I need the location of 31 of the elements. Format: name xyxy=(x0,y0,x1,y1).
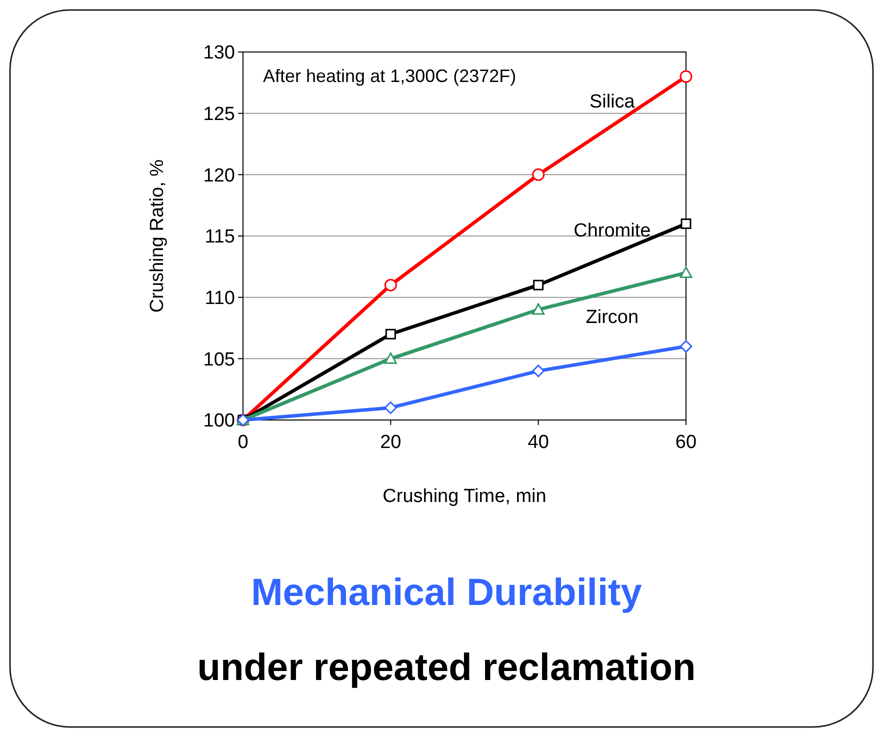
point xyxy=(533,280,544,290)
text: Mechanical Durability xyxy=(251,572,642,614)
x-axis-title: Crushing Time, min xyxy=(382,486,546,507)
y-tick-label: 120 xyxy=(203,165,235,186)
x-tick-label: 20 xyxy=(380,432,402,453)
y-tick-label: 130 xyxy=(203,42,235,64)
y-tick-label: 110 xyxy=(204,288,235,309)
series-label: Zircon xyxy=(586,307,639,328)
point xyxy=(532,303,545,315)
x-tick-label: 60 xyxy=(675,432,697,453)
series-label: Chromite xyxy=(574,220,651,242)
x-tick-label: 40 xyxy=(528,432,549,453)
point xyxy=(680,340,692,353)
point xyxy=(680,70,692,83)
point xyxy=(385,328,396,340)
point xyxy=(384,278,397,292)
point xyxy=(532,168,545,181)
y-tick-label: 115 xyxy=(204,226,235,248)
series-label: Silica xyxy=(589,92,636,113)
point xyxy=(680,218,692,229)
x-tick-label: 0 xyxy=(238,432,248,453)
point xyxy=(680,266,692,278)
point xyxy=(384,401,397,414)
y-tick-label: 100 xyxy=(203,410,235,432)
text: under repeated reclamation xyxy=(197,647,696,689)
y-tick-label: 125 xyxy=(203,104,235,125)
y-axis-title: Crushing Ratio, % xyxy=(147,159,168,313)
point xyxy=(532,364,545,378)
annotation: After heating at 1,300C (2372F) xyxy=(263,66,516,86)
y-tick-label: 105 xyxy=(203,349,235,370)
point xyxy=(384,352,397,364)
